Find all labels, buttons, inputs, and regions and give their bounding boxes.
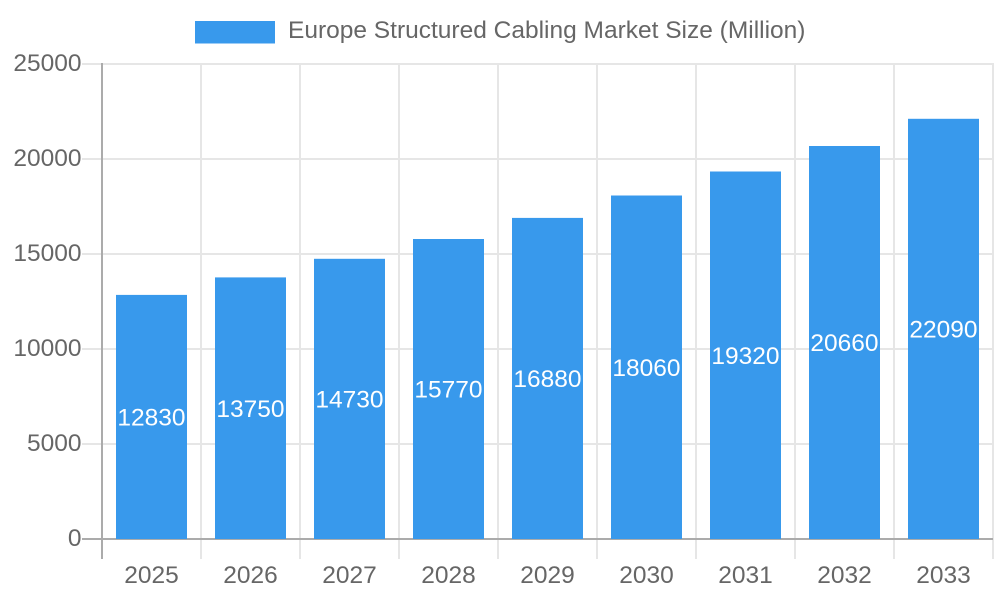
svg-text:22090: 22090 [909,317,977,344]
svg-text:25000: 25000 [13,50,81,77]
svg-text:12830: 12830 [117,405,185,432]
svg-text:19320: 19320 [711,343,779,370]
svg-text:2026: 2026 [223,562,278,589]
svg-text:2031: 2031 [718,562,773,589]
svg-text:10000: 10000 [13,335,81,362]
svg-text:16880: 16880 [513,366,581,393]
svg-text:2029: 2029 [520,562,575,589]
svg-text:2027: 2027 [322,562,377,589]
svg-text:2030: 2030 [619,562,674,589]
svg-text:Europe Structured Cabling Mark: Europe Structured Cabling Market Size (M… [288,17,805,44]
svg-text:5000: 5000 [27,430,82,457]
svg-text:15000: 15000 [13,240,81,267]
svg-text:15770: 15770 [414,377,482,404]
svg-text:2032: 2032 [817,562,872,589]
svg-text:2028: 2028 [421,562,476,589]
svg-text:0: 0 [68,525,82,552]
svg-text:20660: 20660 [810,330,878,357]
svg-text:20000: 20000 [13,145,81,172]
svg-text:2033: 2033 [916,562,971,589]
svg-text:18060: 18060 [612,355,680,382]
svg-text:14730: 14730 [315,387,383,414]
svg-text:13750: 13750 [216,396,284,423]
svg-text:2025: 2025 [124,562,179,589]
